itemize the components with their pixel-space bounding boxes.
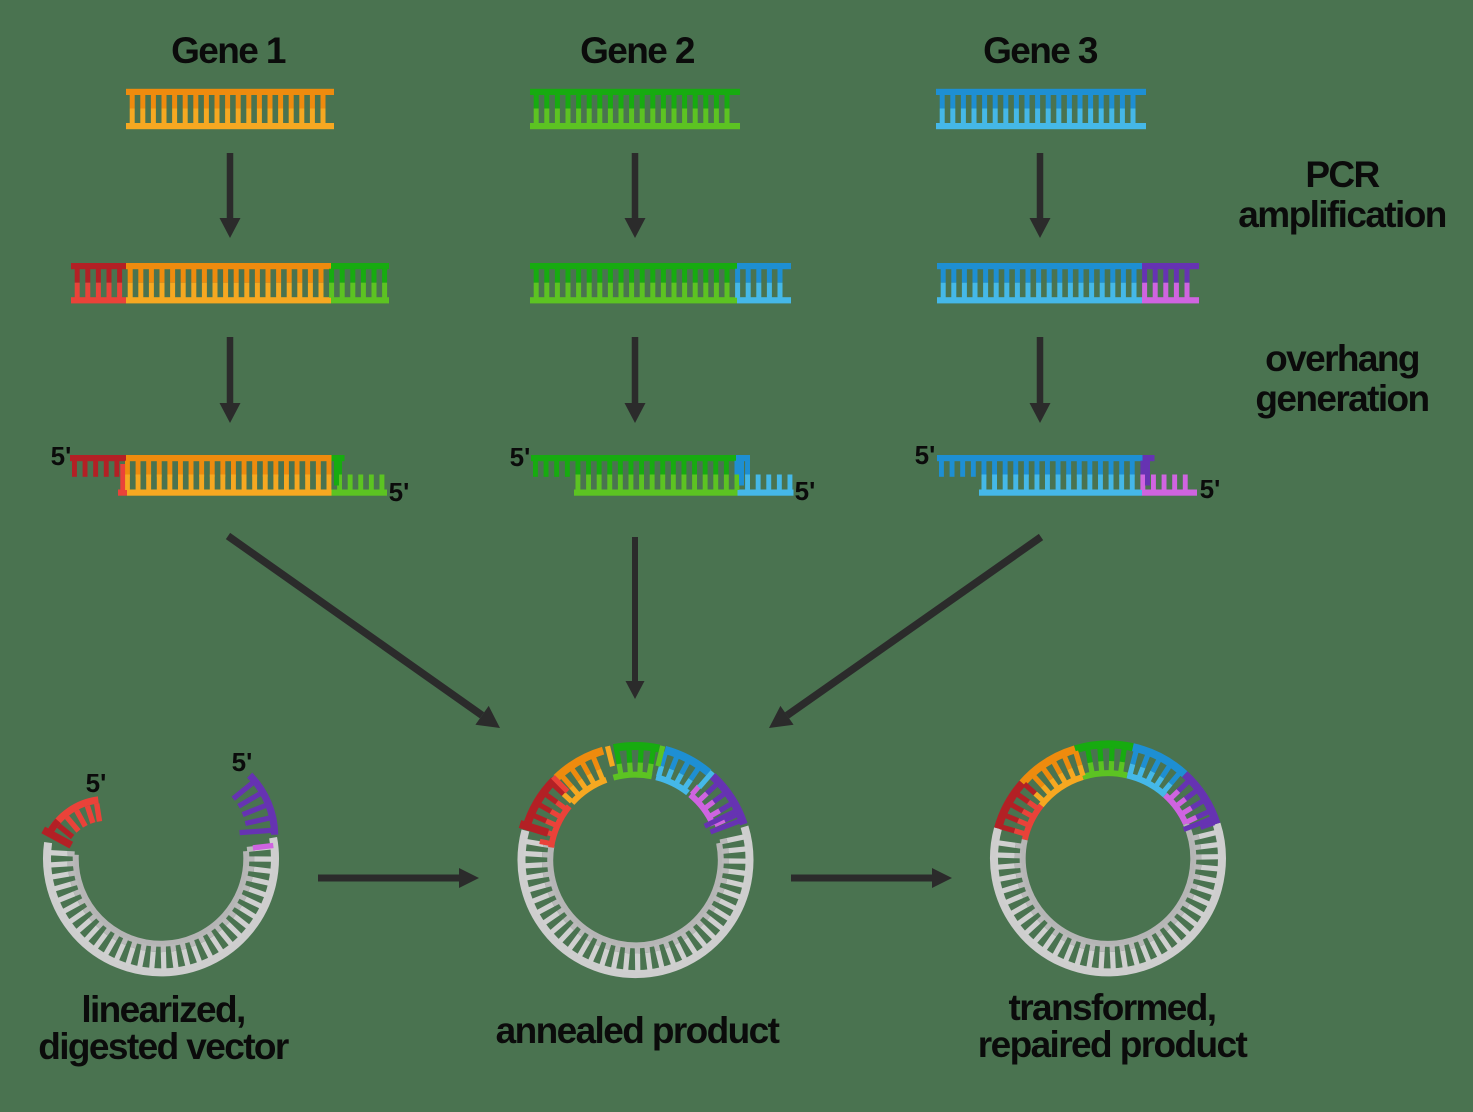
svg-text:annealed product: annealed product [496,1010,780,1051]
svg-text:5': 5' [232,747,253,777]
svg-text:5': 5' [510,442,531,472]
svg-text:amplification: amplification [1238,194,1445,235]
svg-text:Gene 1: Gene 1 [171,30,286,71]
svg-text:5': 5' [795,476,816,506]
svg-text:digested vector: digested vector [38,1026,289,1067]
svg-text:PCR: PCR [1305,154,1379,195]
svg-text:generation: generation [1255,378,1428,419]
svg-text:overhang: overhang [1265,338,1419,379]
svg-text:repaired product: repaired product [978,1024,1248,1065]
svg-text:Gene 2: Gene 2 [580,30,695,71]
svg-text:5': 5' [389,477,410,507]
svg-text:Gene 3: Gene 3 [983,30,1098,71]
svg-text:5': 5' [51,441,72,471]
svg-text:transformed,: transformed, [1009,987,1216,1028]
svg-text:5': 5' [915,440,936,470]
svg-text:5': 5' [1200,474,1221,504]
svg-text:5': 5' [86,768,107,798]
svg-text:linearized,: linearized, [81,989,244,1030]
